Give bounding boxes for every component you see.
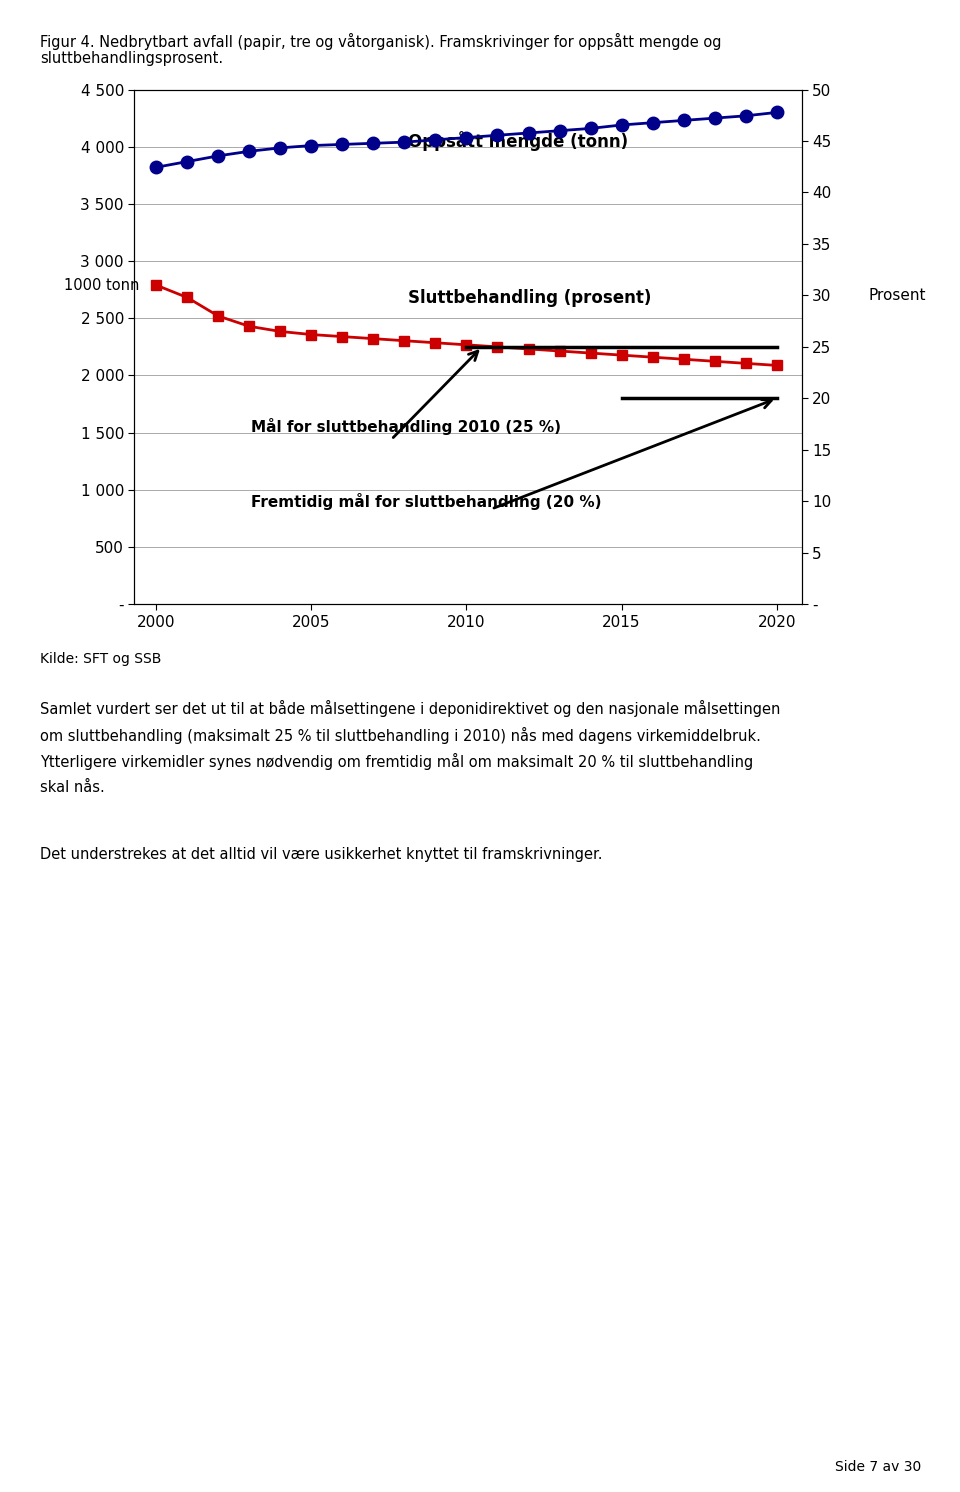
Text: Sluttbehandling (prosent): Sluttbehandling (prosent)	[408, 289, 651, 307]
Text: Prosent: Prosent	[868, 288, 925, 303]
Text: Side 7 av 30: Side 7 av 30	[835, 1461, 922, 1474]
Text: skal nås.: skal nås.	[40, 780, 105, 795]
Text: om sluttbehandling (maksimalt 25 % til sluttbehandling i 2010) nås med dagens vi: om sluttbehandling (maksimalt 25 % til s…	[40, 727, 761, 743]
Text: Det understrekes at det alltid vil være usikkerhet knyttet til framskrivninger.: Det understrekes at det alltid vil være …	[40, 847, 603, 862]
Text: Kilde: SFT og SSB: Kilde: SFT og SSB	[40, 652, 161, 665]
Text: sluttbehandlingsprosent.: sluttbehandlingsprosent.	[40, 51, 224, 66]
Text: 1000 tonn: 1000 tonn	[64, 278, 140, 292]
Text: Figur 4. Nedbrytbart avfall (papir, tre og våtorganisk). Framskrivinger for opps: Figur 4. Nedbrytbart avfall (papir, tre …	[40, 33, 722, 49]
Text: Fremtidig mål for sluttbehandling (20 %): Fremtidig mål for sluttbehandling (20 %)	[252, 492, 602, 510]
Text: Oppsått mengde (tonn): Oppsått mengde (tonn)	[408, 131, 628, 151]
Text: Ytterligere virkemidler synes nødvendig om fremtidig mål om maksimalt 20 % til s: Ytterligere virkemidler synes nødvendig …	[40, 753, 754, 770]
Text: Mål for sluttbehandling 2010 (25 %): Mål for sluttbehandling 2010 (25 %)	[252, 418, 562, 436]
Text: Samlet vurdert ser det ut til at både målsettingene i deponidirektivet og den na: Samlet vurdert ser det ut til at både må…	[40, 700, 780, 716]
